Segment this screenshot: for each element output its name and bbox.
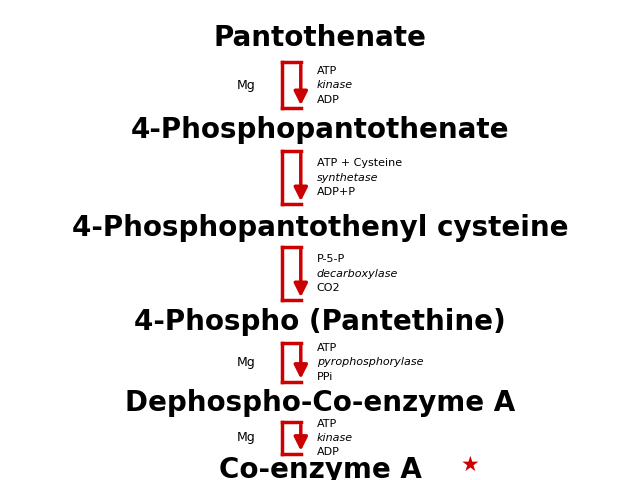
Text: CO2: CO2 (317, 283, 340, 293)
Text: kinase: kinase (317, 80, 353, 90)
Text: ATP + Cysteine: ATP + Cysteine (317, 158, 402, 168)
Text: synthetase: synthetase (317, 173, 378, 182)
Text: PPi: PPi (317, 372, 333, 382)
Text: Mg: Mg (237, 356, 256, 369)
Text: Dephospho-Co-enzyme A: Dephospho-Co-enzyme A (125, 389, 515, 417)
Text: kinase: kinase (317, 433, 353, 443)
Text: decarboxylase: decarboxylase (317, 269, 398, 278)
Text: 4-Phosphopantothenyl cysteine: 4-Phosphopantothenyl cysteine (72, 214, 568, 242)
Text: ATP: ATP (317, 419, 337, 429)
Text: 4-Phosphopantothenate: 4-Phosphopantothenate (131, 116, 509, 144)
Text: ADP: ADP (317, 447, 340, 457)
Text: 4-Phospho (Pantethine): 4-Phospho (Pantethine) (134, 308, 506, 336)
Text: Co-enzyme A: Co-enzyme A (219, 456, 421, 480)
Text: Mg: Mg (237, 432, 256, 444)
Text: ATP: ATP (317, 66, 337, 76)
Text: ADP+P: ADP+P (317, 187, 356, 197)
Text: ADP: ADP (317, 95, 340, 105)
Text: Pantothenate: Pantothenate (214, 24, 426, 52)
Text: P-5-P: P-5-P (317, 254, 345, 264)
Text: ATP: ATP (317, 343, 337, 353)
Text: pyrophosphorylase: pyrophosphorylase (317, 358, 423, 367)
Text: ★: ★ (461, 455, 480, 475)
Text: Mg: Mg (237, 79, 256, 92)
